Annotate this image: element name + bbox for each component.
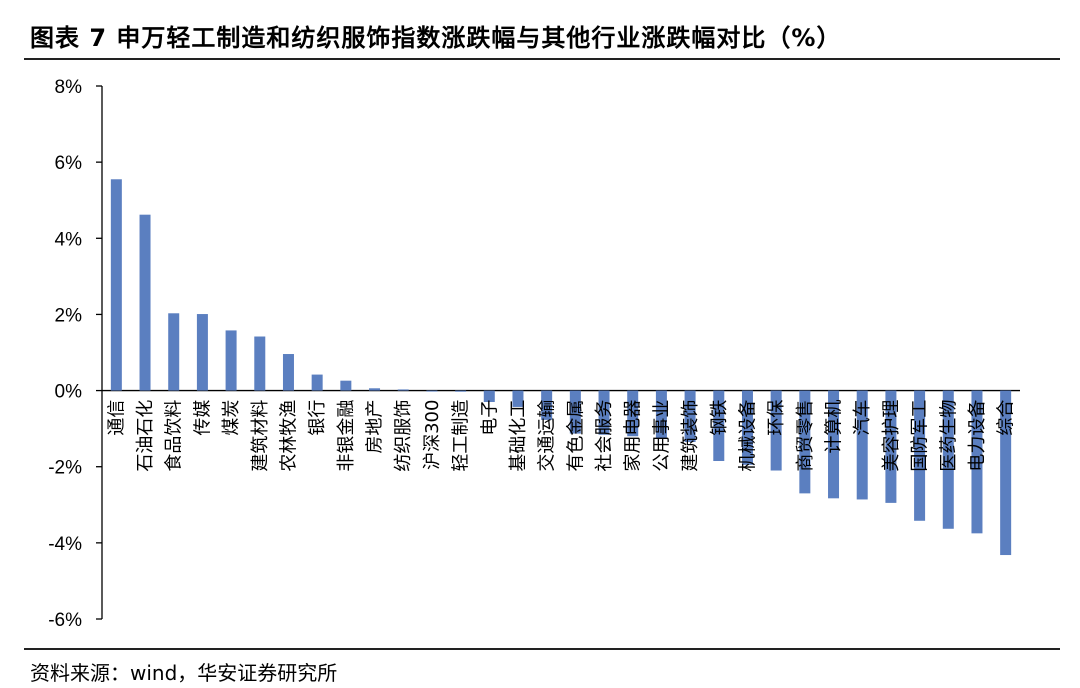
category-label: 电力设备 [967, 400, 988, 472]
bar [483, 390, 495, 402]
bar [799, 390, 811, 494]
bar [598, 390, 610, 435]
bar [942, 390, 954, 529]
category-label: 商贸零售 [795, 400, 816, 472]
category-label: 通信 [106, 400, 127, 436]
bar [828, 390, 840, 499]
category-label: 美容护理 [881, 400, 902, 472]
category-label: 机械设备 [737, 400, 758, 472]
category-label: 银行 [307, 400, 328, 436]
bar [225, 330, 237, 391]
y-tick-label: 6% [55, 153, 83, 174]
bar [914, 390, 926, 521]
bar [168, 313, 180, 391]
bar [139, 214, 151, 391]
source-divider [24, 648, 1060, 650]
category-label: 石油石化 [135, 400, 156, 472]
bar [541, 390, 553, 420]
category-label: 公用事业 [651, 400, 672, 472]
category-label: 计算机 [824, 400, 845, 454]
category-label: 纺织服饰 [393, 400, 414, 472]
category-label: 非银金融 [336, 400, 357, 472]
y-tick-label: 2% [55, 305, 83, 326]
bar [369, 388, 381, 391]
bar [713, 390, 725, 462]
category-label: 食品饮料 [164, 400, 185, 472]
y-tick-label: -6% [48, 610, 82, 631]
category-label: 综合 [996, 400, 1017, 436]
bar [885, 390, 897, 503]
bar [971, 390, 983, 534]
bar [340, 380, 352, 391]
title-divider [24, 58, 1060, 60]
y-tick-label: 0% [55, 382, 83, 403]
y-tick-label: 4% [55, 229, 83, 250]
category-label: 电子 [479, 400, 500, 436]
category-label: 沪深300 [422, 400, 443, 470]
bar [569, 390, 581, 434]
bar [311, 374, 323, 391]
bar [770, 390, 782, 471]
bar [512, 390, 524, 407]
category-label: 基础化工 [508, 400, 529, 472]
y-tick-label: -2% [48, 458, 82, 479]
y-tick-label: 8% [55, 77, 83, 98]
bar [684, 390, 696, 442]
category-label: 社会服务 [594, 400, 615, 472]
category-label: 传媒 [192, 400, 213, 436]
bar [110, 179, 122, 391]
category-label: 农林牧渔 [278, 400, 299, 472]
category-label: 国防军工 [910, 400, 931, 472]
bar [856, 390, 868, 500]
bar [397, 389, 409, 391]
category-label: 房地产 [365, 400, 386, 454]
y-tick-label: -4% [48, 534, 82, 555]
category-label: 医药生物 [938, 400, 959, 472]
bar [282, 354, 294, 391]
bar-chart: 8% 6% 4% 2% 0% -2% -4% -6% 通信 石油石化 食品饮料 传媒 煤炭 建筑材料 农林牧… [48, 77, 1020, 631]
bar [426, 390, 438, 392]
category-label: 有色金属 [565, 400, 586, 472]
category-label: 汽车 [852, 400, 873, 436]
bar [655, 390, 667, 439]
chart-title: 图表 7 申万轻工制造和纺织服饰指数涨跌幅与其他行业涨跌幅对比（%） [30, 24, 842, 52]
bar [455, 390, 467, 392]
bar [741, 390, 753, 465]
category-label: 交通运输 [537, 400, 558, 472]
category-label: 建筑装饰 [680, 400, 701, 472]
bar [627, 390, 639, 437]
category-label: 建筑材料 [250, 400, 271, 472]
bar [196, 314, 208, 391]
category-label: 家用电器 [623, 400, 644, 472]
category-label: 轻工制造 [451, 400, 472, 472]
source-note: 资料来源：wind，华安证券研究所 [30, 661, 338, 685]
category-label: 煤炭 [221, 400, 242, 436]
category-label: 钢铁 [709, 400, 730, 436]
bar [1000, 390, 1012, 556]
bar [254, 336, 266, 391]
category-label: 环保 [766, 400, 787, 436]
